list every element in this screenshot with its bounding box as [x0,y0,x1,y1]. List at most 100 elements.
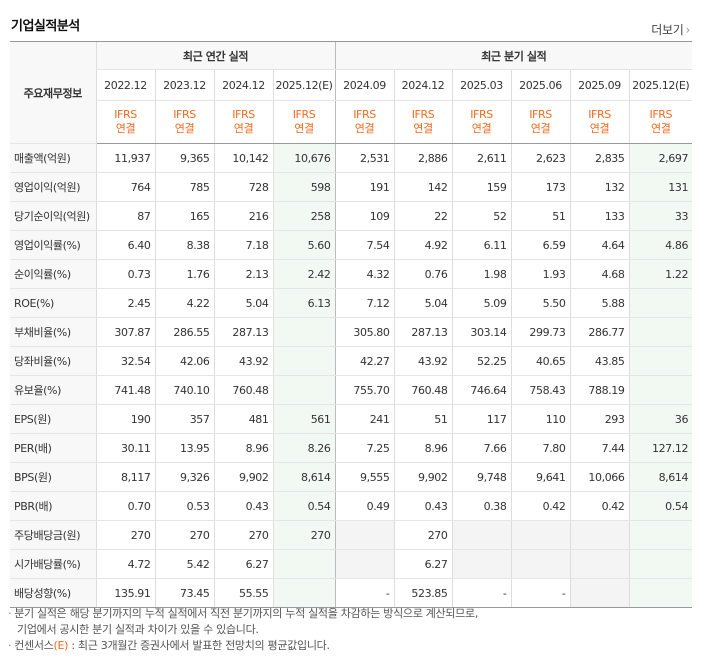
table-cell: 43.92 [213,346,273,376]
table-cell [628,578,693,608]
table-cell: 5.04 [393,288,452,318]
table-cell: 760.48 [393,375,452,405]
ifrs-consolidated: 연결 [294,122,314,135]
ifrs-consolidated: 연결 [115,122,136,135]
table-cell [569,549,629,579]
table-cell: 8,614 [272,462,335,492]
table-cell: 5.42 [154,549,214,579]
table-cell: 241 [334,404,394,434]
table-cell: 2,611 [451,143,511,173]
table-cell: 270 [154,520,214,550]
table-cell: 0.43 [393,491,452,521]
ifrs-standard: IFRS [353,108,376,121]
table-cell: 764 [95,172,155,202]
table-cell: 270 [95,520,155,550]
ifrs-standard: IFRS [173,108,196,121]
table-row: 영업이익(억원) 764 785 728 598 191 142 159 173 132 131 [10,172,693,202]
period-1: 2023.12 [154,69,214,101]
ifrs-consolidated: 연결 [589,122,610,135]
table-cell: 760.48 [213,375,273,405]
ifrs-label: IFRS 연결 [451,100,511,144]
table-cell: 5.09 [451,288,511,318]
table-cell: 6.27 [393,549,452,579]
table-cell: 2.45 [95,288,155,318]
table-cell [628,288,693,318]
ifrs-standard: IFRS [588,108,611,121]
table-cell: 2.42 [272,259,335,289]
bullet-icon: · [8,639,12,652]
ifrs-standard: IFRS [292,108,316,121]
table-cell: 561 [272,404,335,434]
table-cell: 0.70 [95,491,155,521]
table-cell: 5.50 [510,288,570,318]
table-cell: 135.91 [95,578,155,608]
table-cell: 0.43 [213,491,273,521]
group-header-row: 주요재무정보 최근 연간 실적 최근 분기 실적 [10,41,693,144]
table-cell: 132 [569,172,629,202]
table-row: BPS(원) 8,117 9,326 9,902 8,614 9,555 9,902 9,74… [10,462,693,492]
ifrs-label: IFRS 연결 [154,100,214,144]
table-cell: 55.55 [213,578,273,608]
table-cell: 8,614 [628,462,693,492]
table-cell: 740.10 [154,375,214,405]
row-label: 배당성향(%) [10,578,96,608]
table-cell: 307.87 [95,317,155,347]
more-label: 더보기 [651,23,684,37]
table-cell: 6.59 [510,230,570,260]
table-row: 시가배당률(%) 4.72 5.42 6.27 6.27 [10,549,693,579]
table-cell: 10,142 [213,143,273,173]
table-cell: 10,676 [272,143,335,173]
table-cell: 42.06 [154,346,214,376]
row-header-label: 주요재무정보 [10,41,96,144]
table-cell: 7.44 [569,433,629,463]
table-cell: - [451,578,511,608]
table-cell: 1.76 [154,259,214,289]
table-row: 매출액(억원) 11,937 9,365 10,142 10,676 2,531 2,886… [10,143,693,173]
ifrs-consolidated: 연결 [471,122,492,135]
table-cell: 73.45 [154,578,214,608]
ifrs-label: IFRS 연결 [213,100,273,144]
row-label: 영업이익률(%) [10,230,96,260]
table-cell: 52 [451,201,511,231]
ifrs-label: IFRS 연결 [510,100,570,144]
footnote-1: · 분기 실적은 해당 분기까지의 누적 실적에서 직전 분기까지의 누적 실적을… [8,606,478,622]
ifrs-label: IFRS 연결 [569,100,629,144]
table-cell: 270 [213,520,273,550]
ifrs-standard: IFRS [411,108,435,121]
ifrs-header-row: IFRS 연결 IFRS 연결 IFRS 연결 IFRS 연결 IFRS 연결 IFRS 연결 IFRS… [10,100,693,144]
table-cell: 5.60 [272,230,335,260]
ifrs-standard: IFRS [529,108,552,121]
table-cell: 598 [272,172,335,202]
table-cell: 87 [95,201,155,231]
table-cell: 10,066 [569,462,629,492]
period-header-row: 2022.12 2023.12 2024.12 2025.12(E) 2024.09 20… [10,69,693,101]
table-cell: - [334,578,394,608]
table-cell [451,549,511,579]
table-cell: 6.40 [95,230,155,260]
table-cell [628,375,693,405]
table-cell: 741.48 [95,375,155,405]
table-cell: 8.26 [272,433,335,463]
footnotes: · 분기 실적은 해당 분기까지의 누적 실적에서 직전 분기까지의 누적 실적을… [8,606,478,654]
ifrs-consolidated: 연결 [233,122,254,135]
more-link[interactable]: 더보기 › [651,21,690,38]
table-cell: 258 [272,201,335,231]
table-cell: 36 [628,404,693,434]
table-row: EPS(원) 190 357 481 561 241 51 117 110 293 36 [10,404,693,434]
period-8: 2025.09 [569,69,629,101]
period-4: 2024.09 [334,69,394,101]
row-label: EPS(원) [10,404,96,434]
table-cell: 1.22 [628,259,693,289]
table-cell [628,346,693,376]
table-cell: 728 [213,172,273,202]
table-cell: 117 [451,404,511,434]
ifrs-label: IFRS 연결 [628,100,693,144]
table-cell: 7.12 [334,288,394,318]
table-cell: 5.88 [569,288,629,318]
table-cell: 9,748 [451,462,511,492]
table-cell: 127.12 [628,433,693,463]
table-cell [628,520,693,550]
table-cell: 523.85 [393,578,452,608]
ifrs-standard: IFRS [232,108,255,121]
ifrs-consolidated: 연결 [413,122,433,135]
